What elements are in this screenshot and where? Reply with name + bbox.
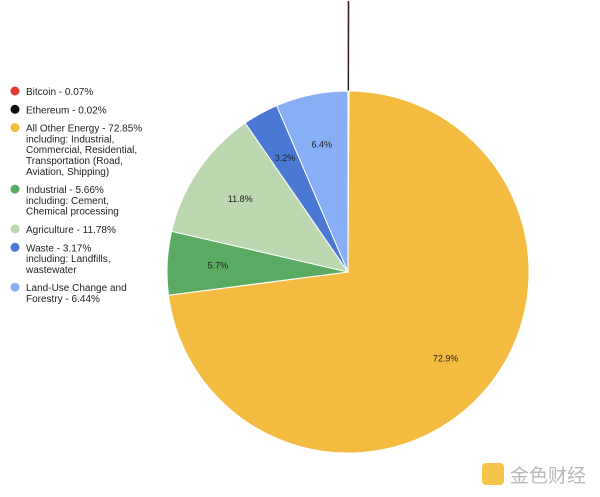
legend-item-land-use-change-and-forestry: Land-Use Change and Forestry - 6.44% — [10, 282, 127, 305]
legend-label: Ethereum - 0.02% — [26, 105, 107, 116]
slice-labels: 72.9% 5.7% 11.8% 3.2% 6.4% — [208, 139, 459, 363]
legend-label: Agriculture - 11.78% — [26, 225, 116, 236]
legend-label: All Other Energy - 72.85% including: Indu… — [26, 124, 142, 178]
pie-slice-all-other-energy — [167, 90, 530, 454]
slice-label-industrial: 5.7% — [208, 261, 229, 271]
legend-label: Industrial - 5.66% including: Cement, Chem… — [26, 185, 119, 218]
legend-item-agriculture: Agriculture - 11.78% — [10, 224, 116, 236]
legend-item-industrial: Industrial - 5.66% including: Cement, Chem… — [10, 184, 119, 218]
legend-swatch — [10, 224, 20, 234]
legend-label: Land-Use Change and Forestry - 6.44% — [26, 283, 127, 305]
slice-label-all-other-energy: 72.9% — [433, 353, 459, 363]
legend-item-all-other-energy: All Other Energy - 72.85% including: Indu… — [10, 123, 142, 178]
watermark: 金色财经 — [482, 463, 586, 487]
legend-swatch — [10, 282, 20, 292]
pie-slice-agriculture — [171, 122, 350, 273]
legend: Bitcoin - 0.07% Ethereum - 0.02% All Other… — [10, 86, 142, 305]
legend-item-ethereum: Ethereum - 0.02% — [10, 104, 107, 116]
watermark-logo-icon — [482, 463, 504, 485]
legend-swatch — [10, 86, 20, 96]
watermark-text: 金色财经 — [510, 465, 586, 487]
legend-swatch — [10, 104, 20, 114]
legend-swatch — [10, 242, 20, 252]
legend-label: Bitcoin - 0.07% — [26, 87, 93, 98]
legend-label: Waste - 3.17% including: Landfills, wastew… — [25, 243, 111, 276]
pie-slices — [166, 1, 530, 454]
pie-slice-land-use-change-and-forestry — [276, 90, 349, 273]
slice-label-land-use-change-and-forestry: 6.4% — [312, 139, 333, 149]
legend-item-waste: Waste - 3.17% including: Landfills, wastew… — [10, 242, 111, 276]
legend-swatch — [10, 184, 20, 194]
slice-label-agriculture: 11.8% — [228, 194, 253, 204]
legend-item-bitcoin: Bitcoin - 0.07% — [10, 86, 93, 98]
legend-swatch — [10, 123, 20, 133]
slice-label-waste: 3.2% — [275, 153, 296, 163]
